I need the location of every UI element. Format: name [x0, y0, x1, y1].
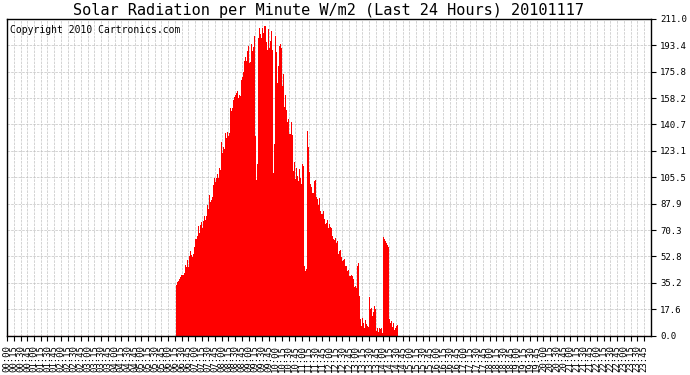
Text: Copyright 2010 Cartronics.com: Copyright 2010 Cartronics.com [10, 25, 181, 35]
Title: Solar Radiation per Minute W/m2 (Last 24 Hours) 20101117: Solar Radiation per Minute W/m2 (Last 24… [73, 3, 584, 18]
